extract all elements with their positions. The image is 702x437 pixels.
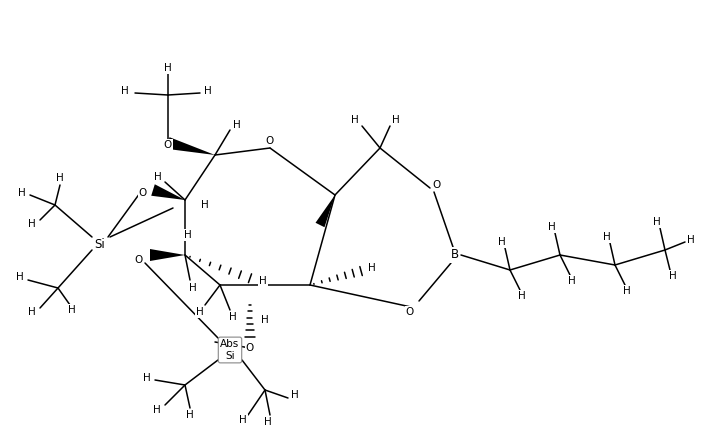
Text: O: O [406,307,414,317]
Text: H: H [201,200,209,210]
Text: H: H [239,415,247,425]
Text: H: H [548,222,556,232]
Text: H: H [568,276,576,286]
Text: H: H [351,115,359,125]
Text: H: H [261,315,269,325]
Text: H: H [291,390,299,400]
Text: H: H [264,417,272,427]
Text: H: H [204,86,212,96]
Text: H: H [121,86,129,96]
Text: H: H [153,405,161,415]
Text: H: H [154,172,162,182]
Text: H: H [603,232,611,242]
Text: O: O [135,255,143,265]
Text: H: H [259,276,267,286]
Text: H: H [392,115,400,125]
Text: H: H [498,237,506,247]
Text: H: H [28,307,36,317]
Text: H: H [28,219,36,229]
Text: H: H [189,283,197,293]
Text: H: H [184,230,192,240]
Text: H: H [186,410,194,420]
Text: H: H [18,188,26,198]
Polygon shape [315,195,335,227]
Polygon shape [150,249,185,261]
Text: O: O [266,136,274,146]
Text: Abs
Si: Abs Si [220,339,239,361]
Text: H: H [143,373,151,383]
Text: H: H [233,120,241,130]
Text: H: H [196,307,204,317]
Text: O: O [139,188,147,198]
Text: O: O [433,180,441,190]
Text: H: H [68,305,76,315]
Text: Si: Si [95,239,105,252]
Polygon shape [166,137,215,155]
Text: B: B [451,249,459,261]
Text: H: H [687,235,695,245]
Text: H: H [16,272,24,282]
Text: H: H [669,271,677,281]
Text: O: O [164,140,172,150]
Polygon shape [151,184,185,200]
Text: H: H [623,286,631,296]
Text: H: H [368,263,376,273]
Text: O: O [246,343,254,353]
Text: H: H [229,312,237,322]
Text: H: H [56,173,64,183]
Text: H: H [653,217,661,227]
Text: H: H [164,63,172,73]
Text: H: H [518,291,526,301]
